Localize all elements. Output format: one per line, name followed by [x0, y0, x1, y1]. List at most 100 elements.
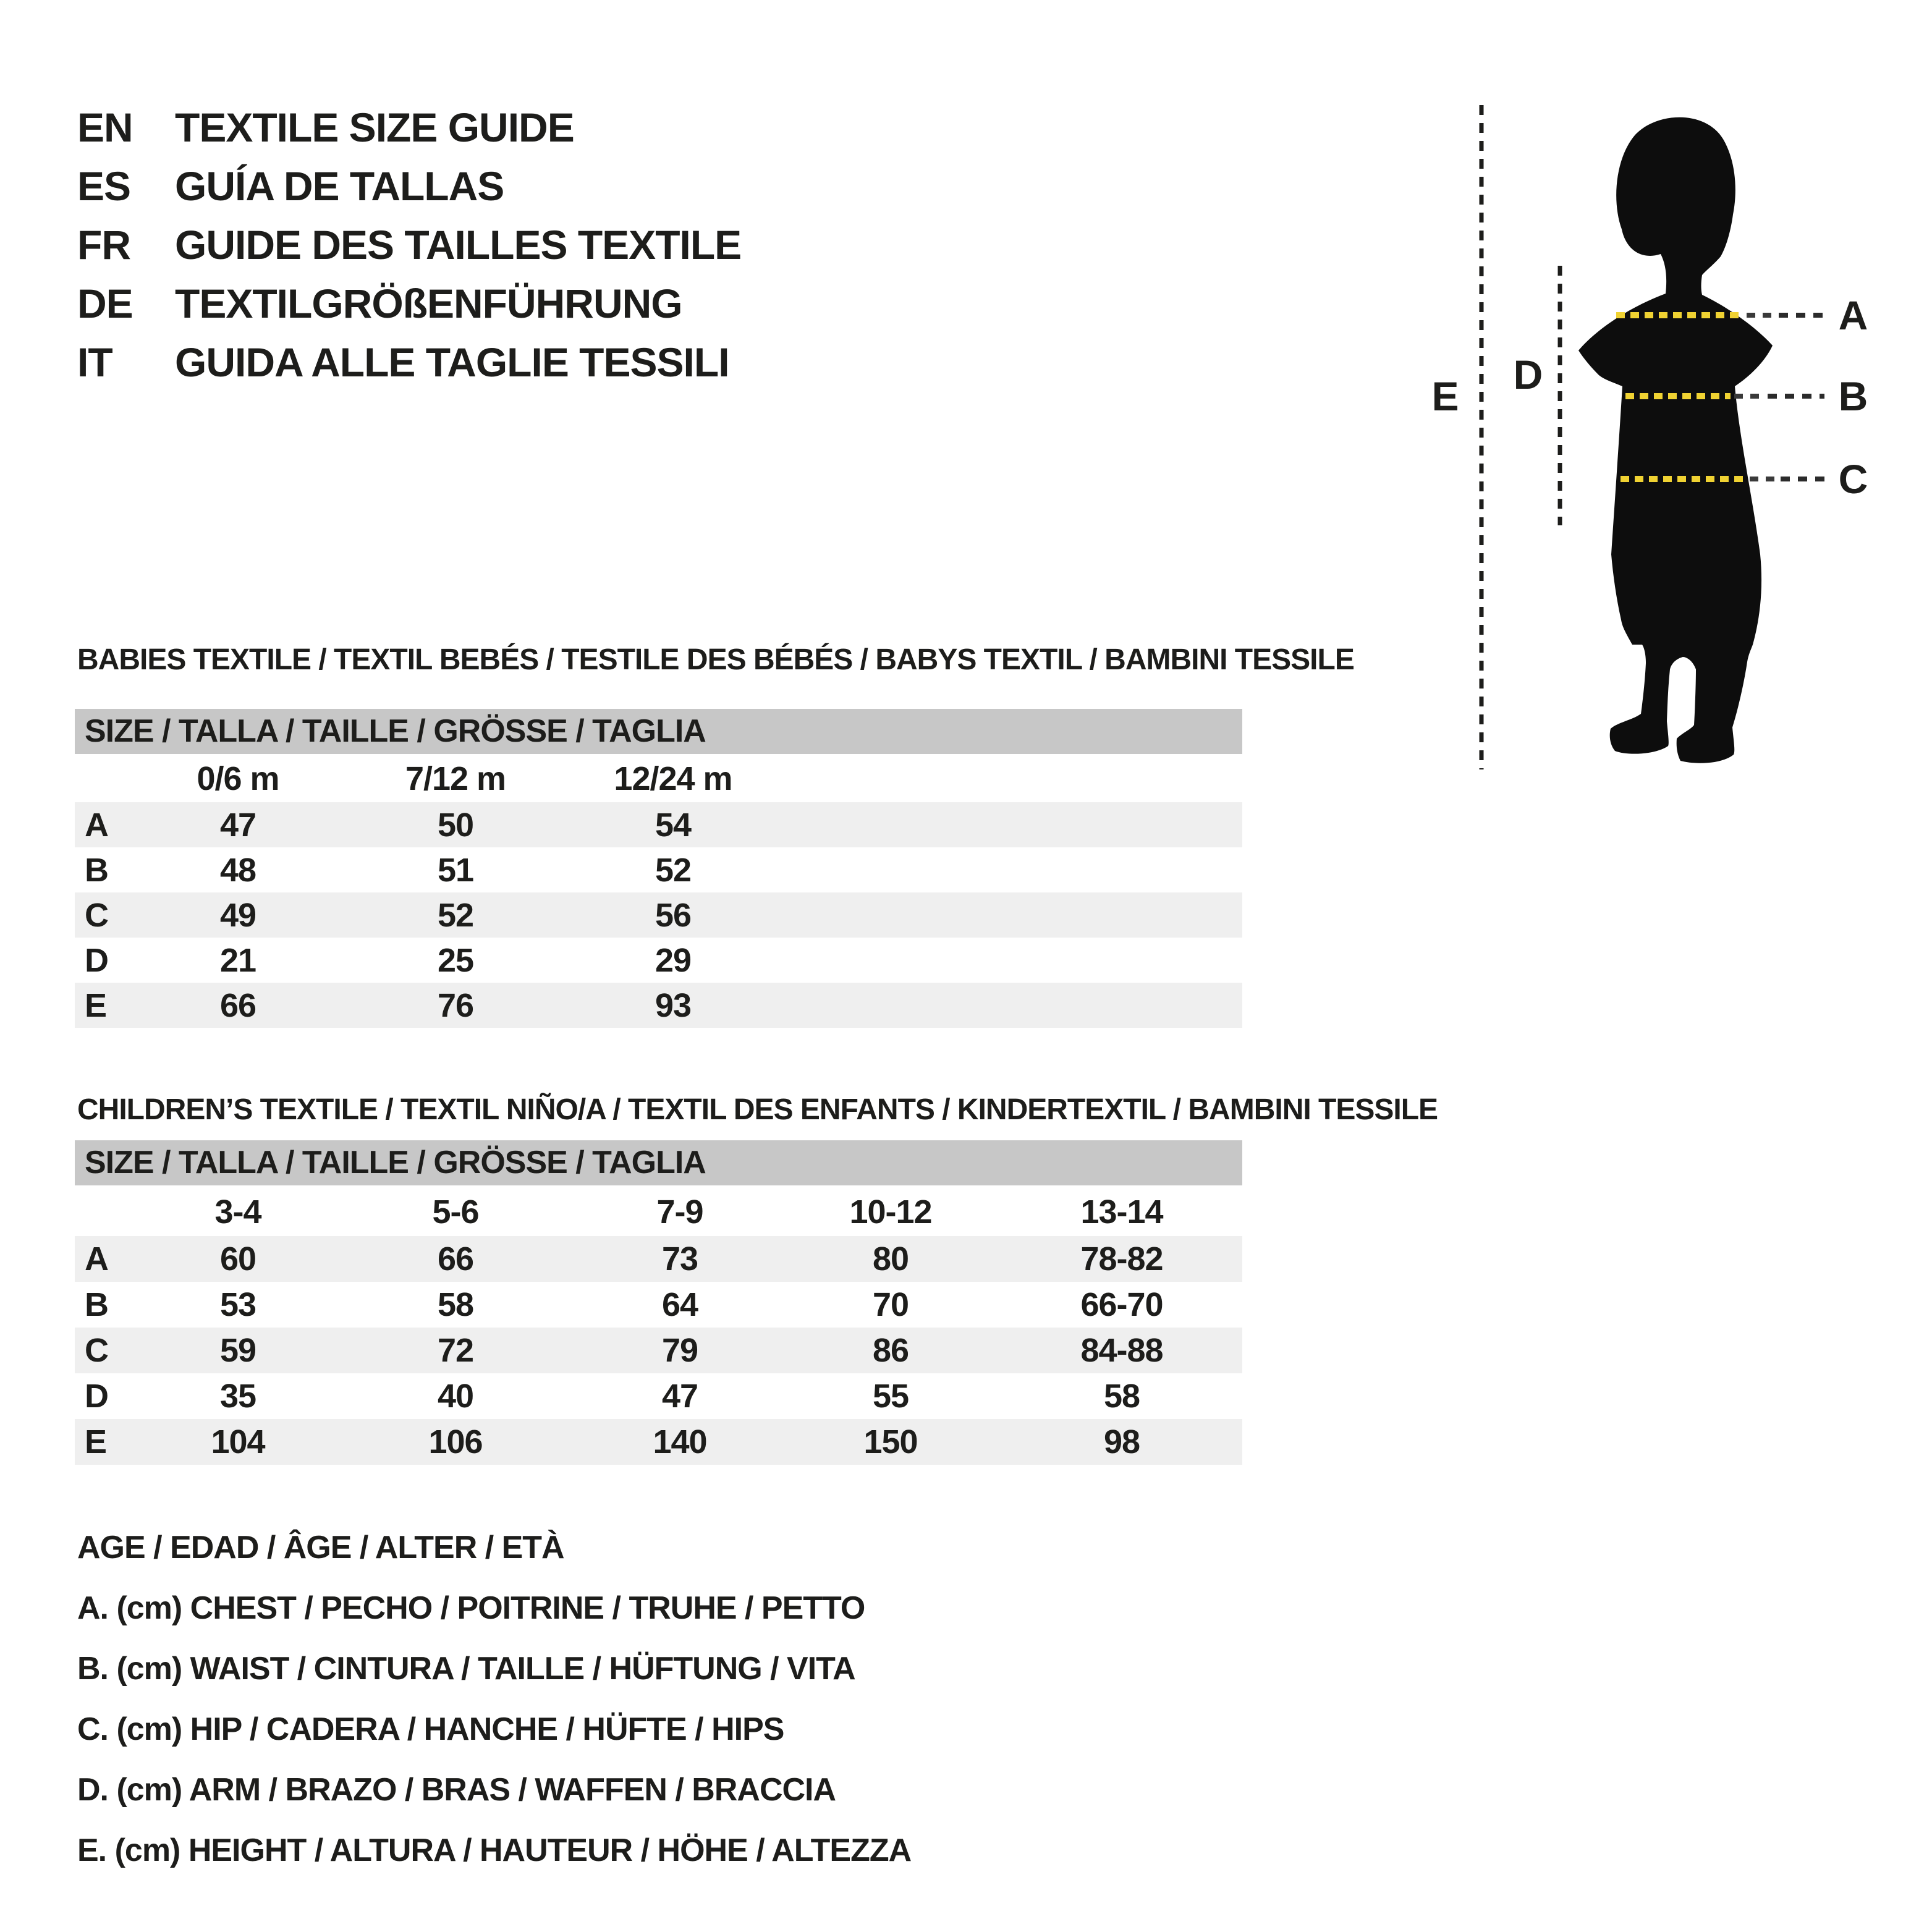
language-code: IT — [77, 339, 113, 385]
table-cell: 59 — [219, 1332, 256, 1369]
table-row: A 60 66 73 80 78-82 — [75, 1236, 1242, 1282]
table-cell: 106 — [428, 1423, 483, 1460]
children-col-13-14: 13-14 — [1080, 1193, 1163, 1231]
row-label-d: D — [85, 941, 109, 979]
row-label-a: A — [85, 1240, 109, 1277]
row-label-b: B — [85, 1286, 109, 1323]
table-row: E 104 106 140 150 98 — [75, 1419, 1242, 1465]
table-cell: 21 — [219, 941, 256, 979]
language-row-en: EN TEXTILE SIZE GUIDE — [77, 98, 741, 156]
guide-title-de: TEXTILGRÖßENFÜHRUNG — [175, 280, 683, 326]
table-cell: 150 — [863, 1423, 918, 1460]
table-cell: 47 — [661, 1378, 698, 1415]
table-cell: 58 — [437, 1286, 474, 1323]
children-col-5-6: 5-6 — [432, 1193, 479, 1231]
language-row-fr: FR GUIDE DES TAILLES TEXTILE — [77, 215, 742, 274]
table-cell: 66 — [219, 986, 256, 1024]
table-row: A 47 50 54 — [75, 802, 1242, 847]
guide-title-fr: GUIDE DES TAILLES TEXTILE — [175, 221, 742, 268]
language-code: ES — [77, 163, 131, 209]
legend-chest-line: A. (cm) CHEST / PECHO / POITRINE / TRUHE… — [77, 1590, 865, 1626]
table-cell: 48 — [219, 851, 256, 889]
table-cell: 51 — [437, 851, 474, 889]
table-row: B 53 58 64 70 66-70 — [75, 1282, 1242, 1328]
table-row: D 21 25 29 — [75, 938, 1242, 983]
table-cell: 98 — [1103, 1423, 1140, 1460]
table-row: C 59 72 79 86 84-88 — [75, 1328, 1242, 1373]
table-cell: 55 — [872, 1378, 909, 1415]
table-row: C 49 52 56 — [75, 892, 1242, 938]
table-cell: 49 — [219, 896, 256, 934]
row-label-a: A — [85, 806, 109, 844]
marker-label-a: A — [1838, 292, 1868, 338]
marker-label-d: D — [1513, 352, 1543, 397]
language-code: DE — [77, 280, 133, 326]
legend-height-line: E. (cm) HEIGHT / ALTURA / HAUTEUR / HÖHE… — [77, 1832, 912, 1868]
language-title-list: EN TEXTILE SIZE GUIDE ES GUÍA DE TALLAS … — [77, 98, 742, 391]
child-silhouette — [1578, 117, 1773, 763]
children-column-header-row: 3-4 5-6 7-9 10-12 13-14 — [75, 1188, 1242, 1236]
legend-waist-line: B. (cm) WAIST / CINTURA / TAILLE / HÜFTU… — [77, 1651, 856, 1687]
babies-col-12-24m: 12/24 m — [614, 760, 732, 797]
table-cell: 47 — [219, 806, 256, 844]
row-label-d: D — [85, 1378, 109, 1415]
marker-label-b: B — [1838, 373, 1868, 419]
table-cell: 60 — [219, 1240, 256, 1277]
children-col-10-12: 10-12 — [849, 1193, 932, 1231]
babies-col-0-6m: 0/6 m — [197, 760, 279, 797]
guide-title-es: GUÍA DE TALLAS — [175, 163, 504, 209]
table-cell: 66-70 — [1080, 1286, 1163, 1323]
legend-arm-line: D. (cm) ARM / BRAZO / BRAS / WAFFEN / BR… — [77, 1772, 836, 1808]
language-row-it: IT GUIDA ALLE TAGLIE TESSILI — [77, 333, 741, 391]
children-col-3-4: 3-4 — [214, 1193, 261, 1231]
language-row-de: DE TEXTILGRÖßENFÜHRUNG — [77, 274, 741, 333]
table-cell: 93 — [655, 986, 692, 1024]
table-row: B 48 51 52 — [75, 847, 1242, 892]
children-table-title: CHILDREN’S TEXTILE / TEXTIL NIÑO/A / TEX… — [77, 1093, 1438, 1126]
marker-label-e: E — [1431, 373, 1459, 419]
table-cell: 86 — [872, 1332, 909, 1369]
row-label-c: C — [85, 1332, 109, 1369]
table-cell: 73 — [661, 1240, 698, 1277]
table-cell: 54 — [655, 806, 692, 844]
table-cell: 56 — [655, 896, 692, 934]
table-cell: 66 — [437, 1240, 474, 1277]
guide-title-en: TEXTILE SIZE GUIDE — [175, 104, 575, 150]
table-row: D 35 40 47 55 58 — [75, 1373, 1242, 1419]
babies-col-7-12m: 7/12 m — [405, 760, 506, 797]
table-cell: 25 — [437, 941, 474, 979]
language-row-es: ES GUÍA DE TALLAS — [77, 156, 741, 215]
table-cell: 140 — [653, 1423, 707, 1460]
marker-label-c: C — [1838, 456, 1868, 502]
children-size-header-bar: SIZE / TALLA / TAILLE / GRÖSSE / TAGLIA — [75, 1140, 1242, 1185]
row-label-b: B — [85, 851, 109, 889]
table-row: E 66 76 93 — [75, 983, 1242, 1028]
table-cell: 53 — [219, 1286, 256, 1323]
row-label-e: E — [85, 986, 107, 1024]
table-cell: 50 — [437, 806, 474, 844]
table-cell: 52 — [437, 896, 474, 934]
table-cell: 64 — [661, 1286, 698, 1323]
row-label-e: E — [85, 1423, 107, 1460]
table-cell: 29 — [655, 941, 692, 979]
children-col-7-9: 7-9 — [656, 1193, 703, 1231]
table-cell: 76 — [437, 986, 474, 1024]
babies-size-header-bar: SIZE / TALLA / TAILLE / GRÖSSE / TAGLIA — [75, 709, 1242, 754]
table-cell: 40 — [437, 1378, 474, 1415]
table-cell: 80 — [872, 1240, 909, 1277]
guide-title-it: GUIDA ALLE TAGLIE TESSILI — [175, 339, 730, 385]
table-cell: 58 — [1103, 1378, 1140, 1415]
babies-table-title: BABIES TEXTILE / TEXTIL BEBÉS / TESTILE … — [77, 643, 1355, 676]
table-cell: 84-88 — [1080, 1332, 1163, 1369]
language-code: FR — [77, 221, 131, 268]
child-silhouette-diagram — [1479, 105, 1824, 769]
row-label-c: C — [85, 896, 109, 934]
table-cell: 35 — [219, 1378, 256, 1415]
table-cell: 104 — [211, 1423, 265, 1460]
babies-column-header-row: 0/6 m 7/12 m 12/24 m — [75, 755, 1242, 802]
table-cell: 79 — [661, 1332, 698, 1369]
table-cell: 78-82 — [1080, 1240, 1163, 1277]
language-code: EN — [77, 104, 133, 150]
measurement-legend: AGE / EDAD / ÂGE / ALTER / ETÀ A. (cm) C… — [77, 1517, 912, 1881]
table-cell: 52 — [655, 851, 692, 889]
